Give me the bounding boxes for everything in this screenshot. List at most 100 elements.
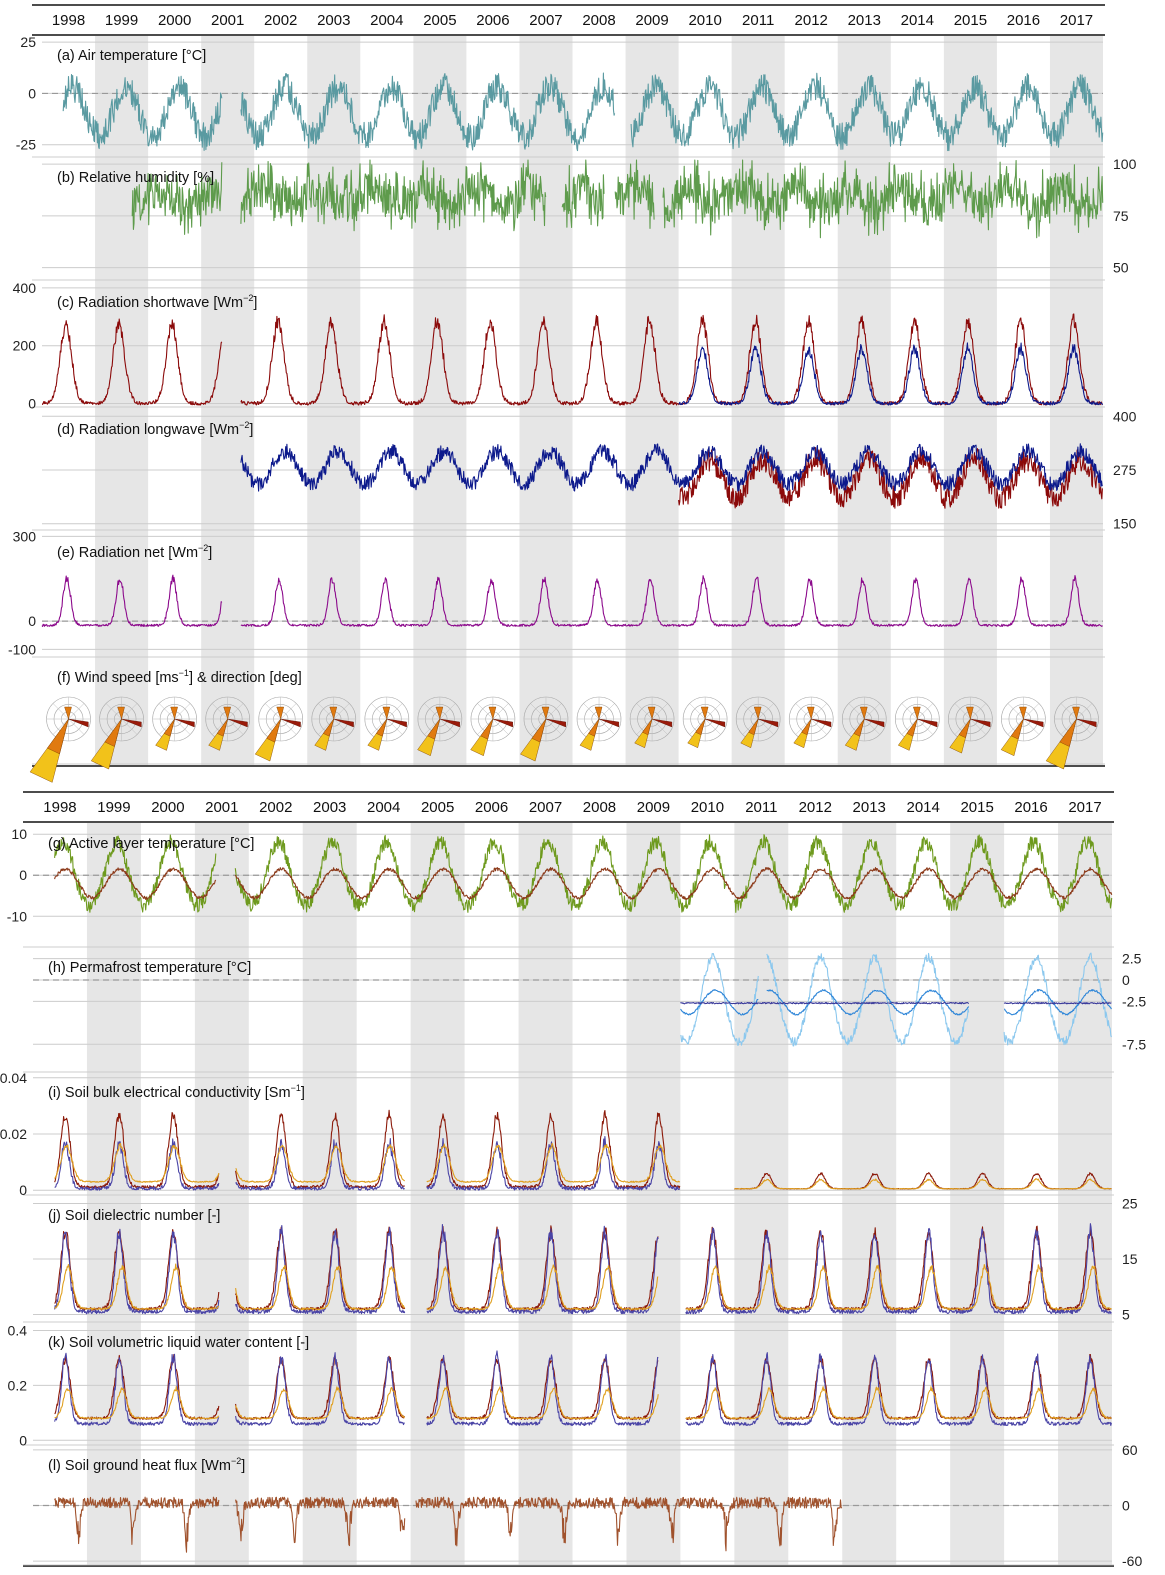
- rose-spoke: [121, 703, 138, 720]
- year-shade-2013: [837, 36, 891, 765]
- rose-spoke: [371, 718, 388, 735]
- tick-label: 0: [28, 613, 36, 629]
- rose-spoke: [227, 718, 244, 735]
- year-label-2007: 2007: [529, 12, 562, 29]
- wind-rose-2001: [205, 696, 250, 751]
- rose-spoke: [742, 718, 759, 735]
- year-label-2000: 2000: [151, 799, 184, 816]
- series-line-i-1: [54, 1109, 681, 1189]
- rose-wedge-east: [545, 718, 566, 728]
- rose-wedge-east: [864, 718, 885, 728]
- tick-label: 0.4: [8, 1322, 28, 1338]
- rose-spoke: [333, 703, 350, 720]
- rose-spoke: [901, 703, 918, 720]
- rose-spoke: [757, 718, 774, 735]
- series-line-l-1: [54, 1496, 843, 1553]
- series-line-a-2: [240, 72, 1104, 152]
- rose-spoke: [545, 703, 562, 720]
- rose-spoke: [174, 703, 191, 720]
- rose-wedge-east: [917, 718, 938, 728]
- tick-label: 10: [11, 826, 27, 842]
- rose-spoke: [689, 703, 706, 720]
- rose-spoke: [439, 703, 456, 720]
- year-label-2001: 2001: [211, 12, 244, 29]
- series-line-h-2: [1035, 952, 1112, 1046]
- year-label-2011: 2011: [742, 12, 774, 29]
- wind-rose-2000: [152, 696, 197, 751]
- rose-wedge-mid: [642, 718, 653, 736]
- rose-spoke: [954, 718, 971, 735]
- rose-spoke: [492, 718, 509, 735]
- rose-wedge-mid: [322, 718, 334, 737]
- series-line-h-3: [680, 989, 1037, 1016]
- rose-spoke: [52, 718, 69, 735]
- tick-label: 0: [19, 1182, 27, 1198]
- tick-label: -2.5: [1122, 993, 1146, 1009]
- panel-i: 0.04 0.02 0 (i) Soil bulk electrical conduc…: [0, 1070, 1114, 1198]
- rose-wedge-mid: [47, 718, 69, 755]
- series-line-g-3: [54, 867, 217, 900]
- wind-rose-2013: [841, 696, 887, 751]
- rose-spoke: [970, 718, 987, 735]
- rose-wedge-east: [280, 718, 301, 728]
- tick-label: 0: [19, 867, 27, 883]
- series-line-b-2: [240, 159, 1104, 239]
- rose-wedge-east: [386, 718, 407, 728]
- rose-wedge-mid: [531, 718, 547, 743]
- rose-spoke: [917, 703, 934, 720]
- rose-spoke: [105, 703, 122, 720]
- year-shade-2009: [626, 823, 681, 1565]
- series-line-j-3: [54, 1263, 1112, 1311]
- rose-spoke: [636, 718, 653, 735]
- tick-label: 150: [1113, 516, 1137, 532]
- tick-label: -10: [7, 908, 27, 924]
- year-label-2009: 2009: [635, 12, 668, 29]
- year-label-2016: 2016: [1014, 799, 1047, 816]
- wind-rose-2012: [788, 696, 834, 749]
- rose-spoke: [917, 718, 934, 735]
- panel-title-e: (e) Radiation net [Wm−2]: [57, 543, 212, 561]
- year-label-2017: 2017: [1060, 12, 1093, 29]
- year-label-2003: 2003: [313, 799, 346, 816]
- panel-f: (f) Wind speed [ms−1] & direction [deg]: [29, 668, 1105, 783]
- rose-wedge-east: [1023, 718, 1044, 728]
- rose-spoke: [704, 718, 721, 735]
- rose-spoke: [1076, 718, 1093, 735]
- year-shade-2003: [302, 823, 357, 1565]
- rose-wedge-north: [223, 706, 231, 720]
- panel-title-superscript: −1: [179, 668, 189, 678]
- rose-wedge-mid: [480, 718, 494, 740]
- series-line-e-2: [240, 575, 1103, 627]
- rose-wedge-north: [1072, 706, 1080, 720]
- year-label-2014: 2014: [901, 12, 934, 29]
- rose-spoke: [954, 703, 971, 720]
- panel-d: 400 275 150 (d) Radiation longwave [Wm−2]: [32, 408, 1137, 532]
- rose-spoke: [439, 718, 456, 735]
- year-label-2006: 2006: [476, 12, 509, 29]
- tick-label: -100: [8, 641, 36, 657]
- year-label-2016: 2016: [1007, 12, 1040, 29]
- panel-title-superscript: −2: [198, 543, 208, 553]
- panel-title-end: ]: [253, 295, 257, 311]
- rose-spoke: [598, 703, 615, 720]
- year-label-1999: 1999: [97, 799, 130, 816]
- rose-wedge-east: [705, 718, 726, 728]
- year-label-2015: 2015: [954, 12, 987, 29]
- year-label-2003: 2003: [317, 12, 350, 29]
- year-label-2000: 2000: [158, 12, 191, 29]
- rose-spoke: [530, 718, 547, 735]
- rose-wedge-east: [121, 718, 142, 728]
- rose-spoke: [864, 703, 881, 720]
- panel-title-end: ] & direction [deg]: [189, 670, 302, 686]
- year-label-2010: 2010: [688, 12, 721, 29]
- series-line-i-5: [734, 1178, 1112, 1190]
- series-line-g-4: [234, 866, 1113, 900]
- rose-spoke: [742, 703, 759, 720]
- series-line-c-3: [678, 342, 1103, 406]
- year-shade-2005: [410, 823, 465, 1565]
- year-shade-1999: [86, 823, 141, 1565]
- rose-wedge-east: [439, 718, 460, 728]
- rose-spoke: [386, 703, 403, 720]
- rose-spoke: [371, 703, 388, 720]
